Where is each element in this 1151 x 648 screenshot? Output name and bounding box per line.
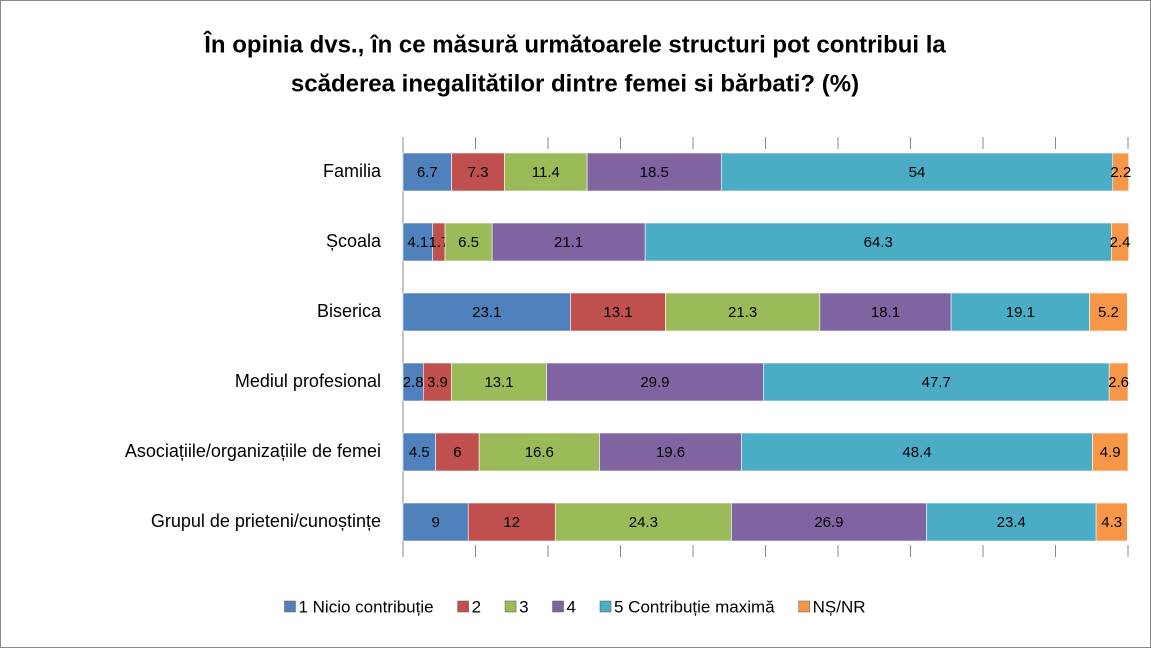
data-label: 48.4 [902,444,931,461]
data-label: 19.6 [656,444,685,461]
bar-segment [570,292,666,332]
data-label: 4.3 [1101,514,1122,531]
data-label: 7.3 [468,164,489,181]
data-label: 6.7 [417,164,438,181]
data-label: 4.5 [409,444,430,461]
data-label: 18.5 [640,164,669,181]
bar-segment [1108,362,1129,402]
bar-segment [554,502,732,542]
y-tick-label: Biserica [317,301,382,321]
data-label: 11.4 [532,164,560,181]
bar-segment [467,502,556,542]
data-label: 3.9 [427,374,448,391]
legend-label: 5 Contribuție maximă [614,597,775,616]
data-label: 1.7 [428,234,449,251]
bar-segment [950,292,1090,332]
legend-label: 3 [519,597,528,616]
bar-segment [763,362,1110,402]
bar-segment [720,152,1114,192]
bar-segment [1111,222,1130,262]
bar-segment [819,292,952,332]
bar-segment [451,362,547,402]
data-label: 19.1 [1006,304,1035,321]
data-label: 13.1 [484,374,513,391]
data-label: 2.2 [1110,164,1131,181]
data-label: 16.6 [525,444,554,461]
data-label: 21.3 [728,304,757,321]
data-label: 6.5 [458,234,479,251]
data-label: 54 [909,164,926,181]
data-label: 47.7 [922,374,951,391]
data-label: 2.8 [403,374,424,391]
legend-swatch [599,600,612,613]
bar-segment [731,502,927,542]
bar-segment [402,152,452,192]
bar-segment [1112,152,1130,192]
bar-segment [504,152,588,192]
data-label: 24.3 [629,514,658,531]
legend-swatch [457,600,469,613]
y-tick-label: Școala [326,231,382,251]
chart-title: În opinia dvs., în ce măsură următoarele… [203,30,946,58]
data-label: 4.9 [1100,444,1121,461]
legend-swatch [504,600,517,613]
data-label: 2.4 [1110,234,1131,251]
bar-segment [491,222,646,262]
legend-swatch [552,600,564,613]
bar-segment [1092,432,1129,472]
bar-segment [546,362,764,402]
bar-segment [402,502,469,542]
data-label: 12 [503,514,520,531]
bar-segment [665,292,821,332]
data-label: 21.1 [554,234,583,251]
data-label: 6 [453,444,461,461]
bar-segment [586,152,722,192]
data-label: 13.1 [603,304,632,321]
legend-swatch [284,600,296,613]
bar-segment [435,432,480,472]
bar-segment [402,222,434,262]
bar-segment [444,222,493,262]
bar-segment [644,222,1112,262]
data-label: 23.4 [997,514,1026,531]
data-label: 29.9 [640,374,669,391]
bar-segment [1089,292,1128,332]
data-label: 26.9 [814,514,843,531]
bar-segment [599,432,742,472]
legend-swatch [798,600,810,613]
data-label: 9 [431,514,439,531]
legend-label: 1 Nicio contribuție [298,597,433,616]
data-label: 5.2 [1098,304,1119,321]
bar-segment [926,502,1097,542]
y-tick-label: Familia [323,161,382,181]
y-tick-label: Asociațiile/organizațiile de femei [125,441,381,461]
data-label: 4.1 [407,234,428,251]
bar-segment [1095,502,1128,542]
legend-label: 4 [567,597,576,616]
data-label: 23.1 [472,304,501,321]
data-label: 64.3 [864,234,893,251]
bar-segment [402,292,571,332]
legend-label: 2 [472,597,481,616]
data-label: 18.1 [871,304,900,321]
y-tick-label: Mediul profesional [235,371,381,391]
y-tick-label: Grupul de prieteni/cunoștințe [151,511,381,531]
bar-segment [402,432,436,472]
bar-segment [451,152,505,192]
legend-label: NȘ/NR [813,597,866,616]
data-label: 2.6 [1108,374,1129,391]
chart-title: scăderea inegalitătilor dintre femei si … [291,70,859,97]
